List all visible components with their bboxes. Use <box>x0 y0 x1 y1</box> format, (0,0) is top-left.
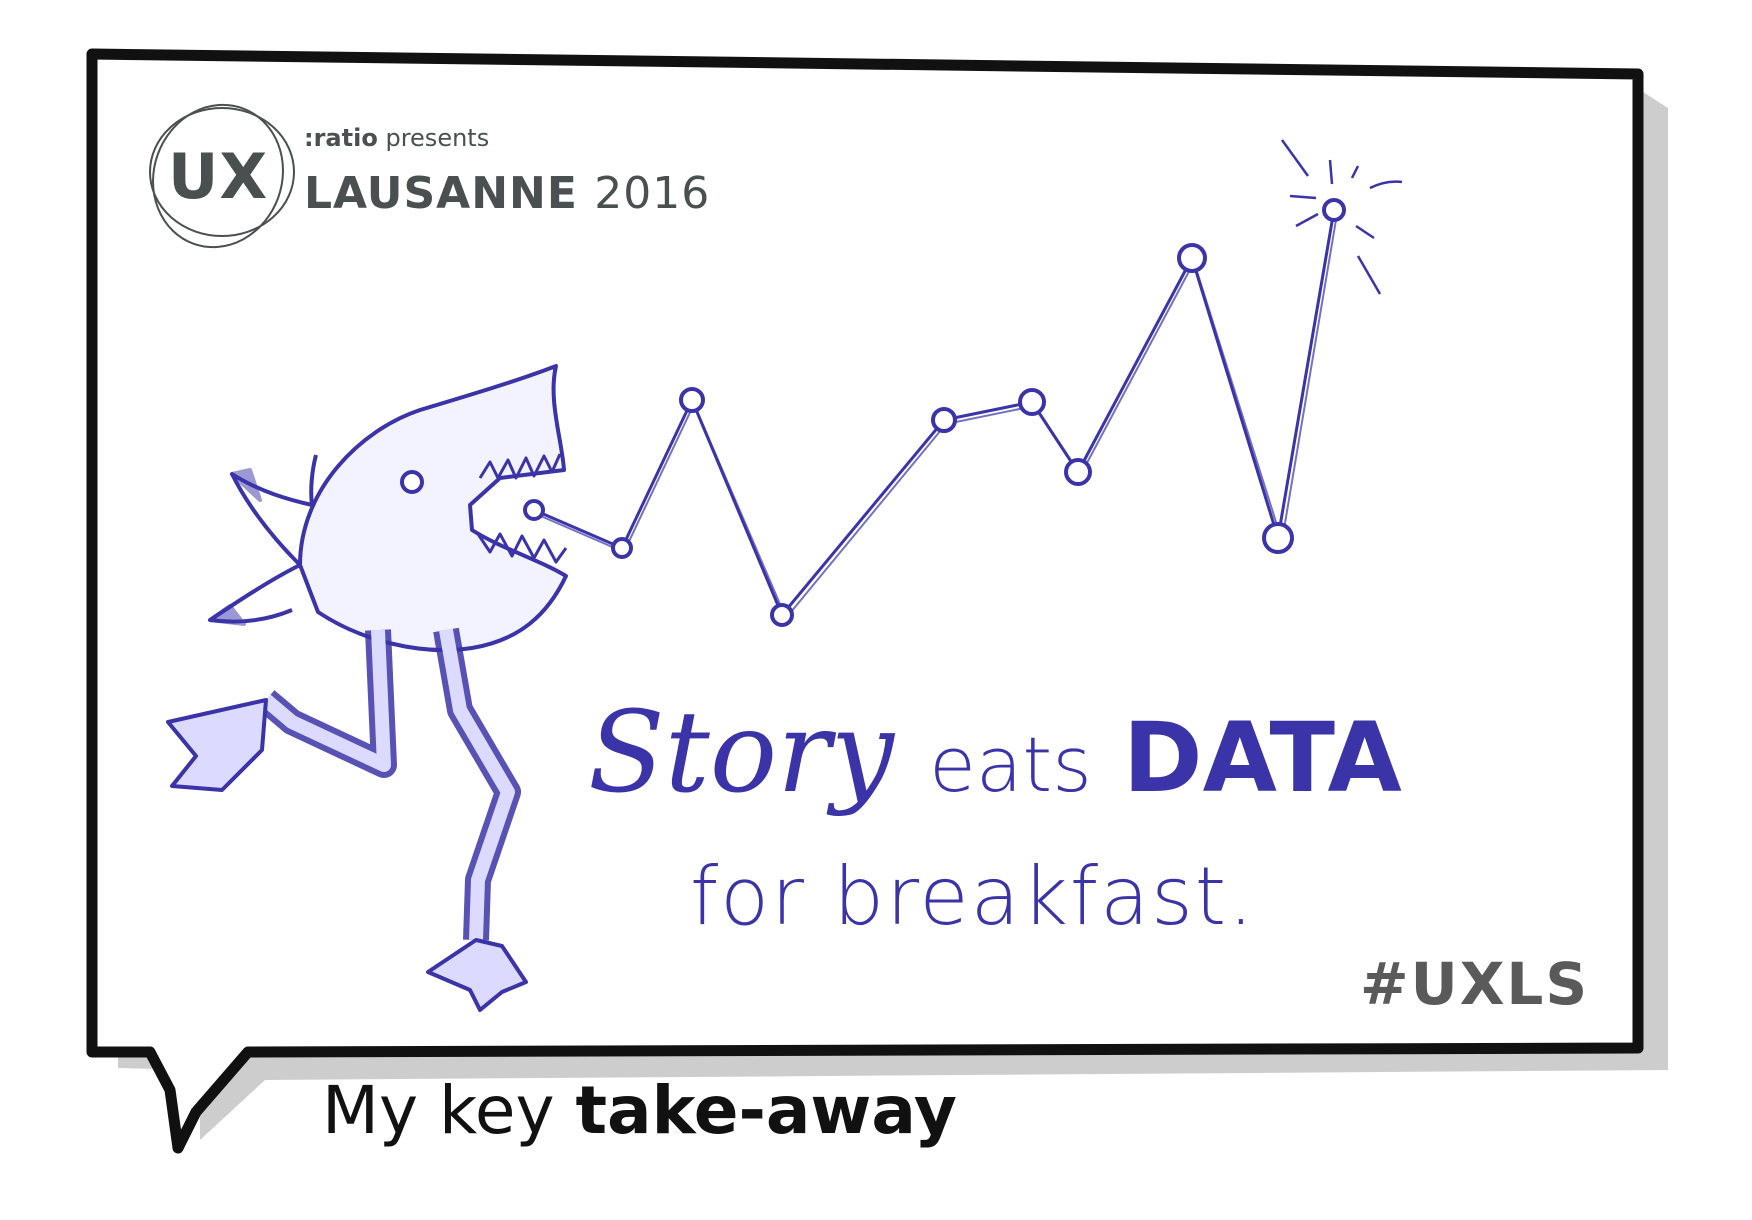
sparkle-icon <box>1280 139 1403 295</box>
data-point <box>770 603 794 627</box>
word-story: Story <box>588 688 894 818</box>
presents-label: presents <box>385 124 490 152</box>
logo-presents: :ratio presents <box>304 124 489 152</box>
data-line <box>533 209 1338 619</box>
data-point <box>611 537 633 559</box>
data-point <box>1177 243 1207 273</box>
data-point <box>931 407 957 433</box>
event-year: 2016 <box>594 168 711 219</box>
shark-icon <box>166 364 568 1012</box>
caption: My key take-away <box>322 1072 957 1149</box>
data-points <box>523 198 1346 627</box>
logo-event: LAUSANNE 2016 <box>304 168 710 219</box>
message-line-2: for breakfast. <box>690 850 1256 943</box>
event-name: LAUSANNE <box>304 168 578 219</box>
message-line-1: Story eats DATA <box>588 688 1402 818</box>
logo-circle <box>149 103 295 249</box>
data-point <box>1064 458 1092 486</box>
hashtag: #UXLS <box>1360 950 1590 1018</box>
data-point <box>679 387 705 413</box>
word-eats: eats <box>929 720 1092 809</box>
caption-prefix: My key <box>322 1072 555 1149</box>
data-point <box>1322 198 1346 222</box>
data-point <box>523 499 545 521</box>
data-point <box>1018 388 1046 416</box>
word-data: DATA <box>1122 702 1402 814</box>
presenter-name: :ratio <box>304 124 378 152</box>
logo-ux: UX <box>168 140 269 213</box>
data-point <box>1262 522 1294 554</box>
caption-bold: take-away <box>575 1072 957 1149</box>
